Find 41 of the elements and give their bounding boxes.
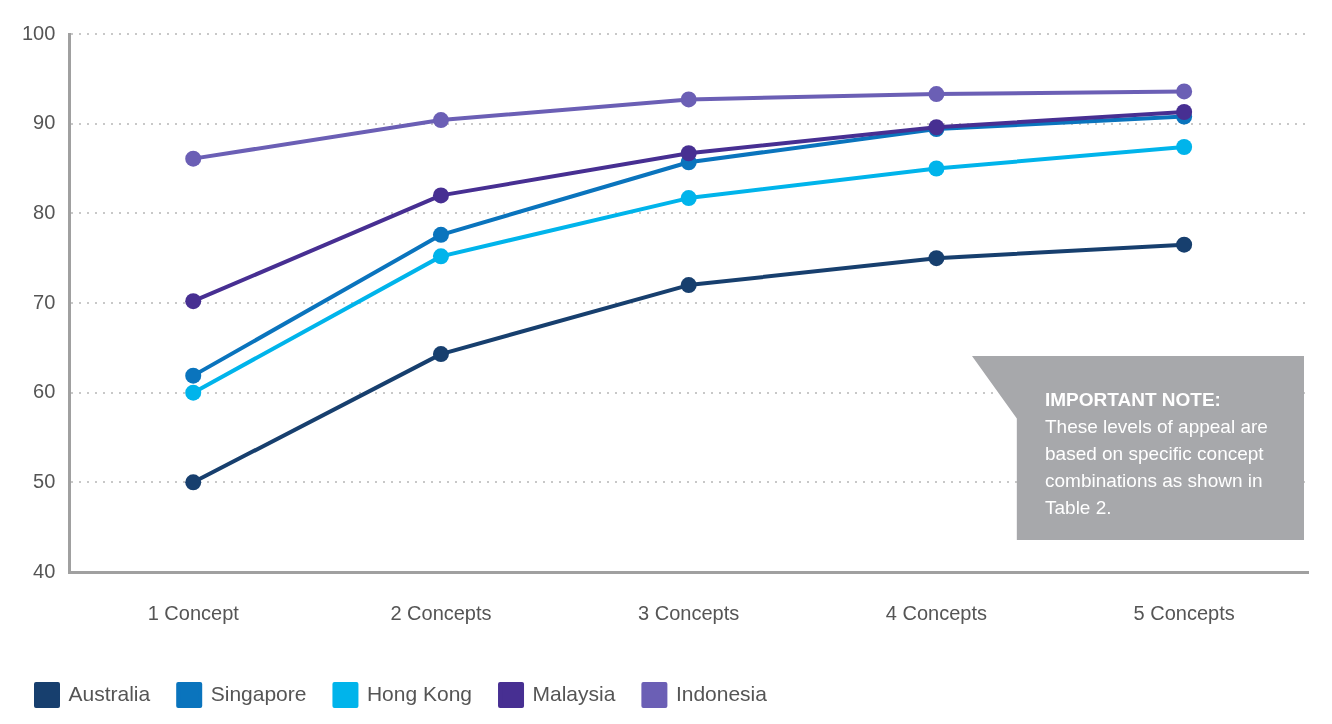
point [185,474,202,491]
point [185,367,202,384]
legend-label: Indonesia [675,681,768,705]
point [928,86,945,103]
y-tick-label: 80 [33,200,56,223]
y-tick-label: 50 [33,469,56,492]
point [1176,104,1193,121]
note-callout: IMPORTANT NOTE: These levels of appeal are based on specific concept combinations as shown in Table 2. [972,356,1304,540]
x-tick-label: 3 Concepts [638,601,740,624]
point [680,145,697,162]
point [1176,236,1193,253]
legend-label: Malaysia [532,681,616,705]
legend-label: Singapore [210,681,307,705]
point [680,91,697,108]
point [185,293,202,310]
y-tick-label: 40 [33,559,56,582]
point [432,112,449,129]
point [1176,138,1193,155]
point [432,346,449,363]
annotation: These levels of appeal are based on specific concept combinations as shown in Table 2. [1045,415,1269,520]
legend-label: Hong Kong [366,681,473,705]
y-tick-label: 60 [33,380,56,403]
point [185,384,202,401]
point [680,277,697,294]
y-tick-label: 70 [33,290,56,313]
x-tick-label: 4 Concepts [885,601,987,624]
point [432,248,449,265]
point [928,250,945,267]
legend-label: Australia [68,681,151,705]
x-tick-label: 1 Concept [147,601,240,624]
y-tick-label: 90 [33,111,56,134]
y-tick-label: 100 [21,21,56,44]
point [432,187,449,204]
point [680,190,697,207]
x-tick-label: 5 Concepts [1133,601,1235,624]
point [1176,83,1193,100]
x-tick-label: 2 Concepts [390,601,492,624]
annotation: IMPORTANT NOTE: [1045,388,1222,412]
point [185,150,202,167]
point [928,160,945,177]
point [432,226,449,243]
